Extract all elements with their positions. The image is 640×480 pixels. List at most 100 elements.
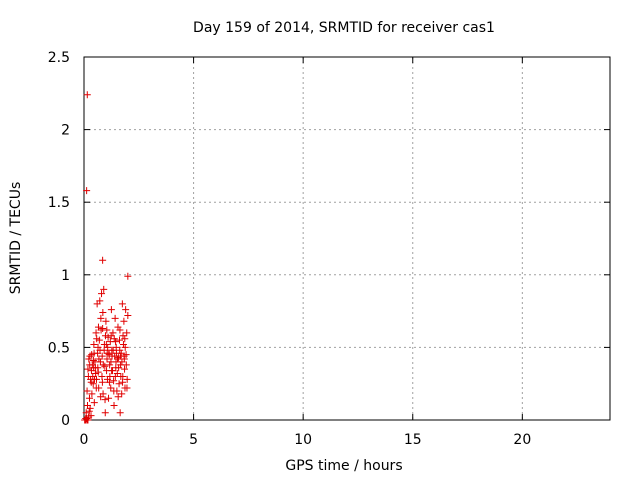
data-point (84, 401, 92, 409)
data-point (119, 340, 127, 348)
data-point (121, 335, 129, 343)
x-tick-label: 0 (80, 432, 89, 448)
data-point (103, 326, 111, 334)
data-point (121, 365, 129, 373)
data-point (92, 329, 100, 337)
data-point (116, 326, 124, 334)
data-point (116, 352, 124, 360)
data-point (85, 394, 93, 402)
data-point (96, 297, 104, 305)
data-point (122, 306, 130, 314)
data-point (100, 285, 108, 293)
data-point (110, 401, 118, 409)
data-point (97, 393, 105, 401)
data-point (111, 314, 119, 322)
data-point (99, 361, 107, 369)
data-point (95, 355, 103, 363)
data-point (99, 325, 107, 333)
data-point (107, 332, 115, 340)
data-point (83, 387, 91, 395)
data-point (94, 323, 102, 331)
y-tick-label: 0.5 (48, 340, 70, 356)
data-point (83, 187, 91, 195)
data-point (110, 335, 118, 343)
data-point (98, 352, 106, 360)
x-tick-label: 5 (189, 432, 198, 448)
data-point (87, 367, 95, 375)
axes: 0 5 10 15 20 0 0.5 1 1.5 2 2.5 (48, 50, 611, 448)
data-point (112, 338, 120, 346)
data-point (115, 380, 123, 388)
x-tick-label: 10 (294, 432, 312, 448)
data-point (93, 335, 101, 343)
data-point (112, 358, 120, 366)
data-point (105, 394, 113, 402)
data-point (84, 365, 92, 373)
data-point (99, 309, 107, 317)
data-point (90, 349, 98, 357)
y-tick-label: 2.5 (48, 50, 70, 66)
data-point (105, 378, 113, 386)
data-point (108, 352, 116, 360)
data-point (90, 340, 98, 348)
data-point (116, 346, 124, 354)
data-point (107, 306, 115, 314)
data-point (123, 329, 131, 337)
data-point (86, 361, 94, 369)
data-point (100, 340, 108, 348)
data-point (87, 412, 95, 420)
y-tick-label: 0 (61, 413, 70, 429)
data-point (85, 407, 93, 415)
data-point (86, 352, 94, 360)
data-point (117, 372, 125, 380)
y-tick-label: 1.5 (48, 195, 70, 211)
data-point (107, 384, 115, 392)
data-point (120, 317, 128, 325)
data-point (92, 384, 100, 392)
y-tick-label: 1 (61, 268, 70, 284)
data-point (122, 361, 130, 369)
data-point (89, 356, 97, 364)
chart-title: Day 159 of 2014, SRMTID for receiver cas… (193, 20, 495, 36)
data-point (120, 355, 128, 363)
data-point (88, 390, 96, 398)
data-point (101, 396, 109, 404)
data-point (118, 390, 126, 398)
data-point (91, 375, 99, 383)
data-point (123, 384, 131, 392)
data-point (115, 364, 123, 372)
data-point (114, 355, 122, 363)
data-point (116, 336, 124, 344)
data-point (119, 332, 127, 340)
data-point (123, 375, 131, 383)
data-point (110, 387, 118, 395)
data-point (92, 370, 100, 378)
data-point (109, 346, 117, 354)
data-point (109, 329, 117, 337)
grid (84, 57, 610, 420)
data-point (108, 367, 116, 375)
data-point (87, 378, 95, 386)
data-point (121, 343, 129, 351)
data-point (116, 409, 124, 417)
data-point (94, 343, 102, 351)
data-point (101, 362, 109, 370)
data-point (82, 409, 90, 417)
x-tick-label: 15 (404, 432, 422, 448)
data-point (119, 378, 127, 386)
data-point (90, 399, 98, 407)
data-point (98, 378, 106, 386)
data-point (99, 256, 107, 264)
data-point (124, 272, 132, 280)
x-axis-label: GPS time / hours (285, 458, 402, 474)
data-points (81, 91, 132, 424)
data-point (114, 393, 122, 401)
data-point (83, 91, 91, 99)
data-point (106, 361, 114, 369)
data-point (85, 355, 93, 363)
data-point (101, 409, 109, 417)
data-point (97, 314, 105, 322)
data-point (124, 311, 132, 319)
data-point (110, 377, 118, 385)
